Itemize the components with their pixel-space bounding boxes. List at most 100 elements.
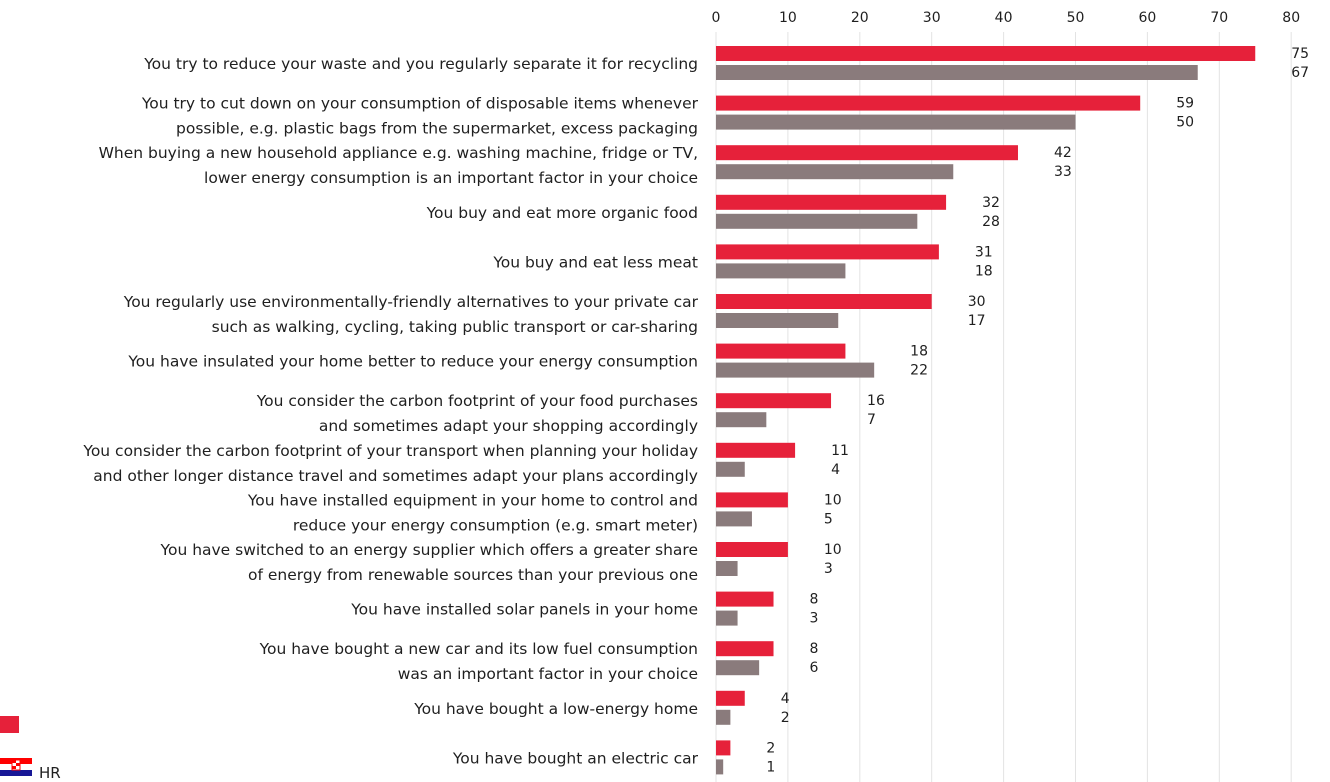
- bar-series-hr: [716, 461, 745, 477]
- x-tick-label: 50: [1067, 10, 1085, 26]
- value-label-series-1: 16: [867, 393, 885, 409]
- bar-series-1: [716, 343, 846, 359]
- value-label-series-1: 31: [975, 244, 993, 260]
- value-label-series-hr: 22: [910, 363, 928, 379]
- bar-series-1: [716, 95, 1141, 111]
- category-label: You have bought an electric car: [452, 749, 699, 767]
- bar-series-hr: [716, 709, 731, 725]
- value-label-series-hr: 5: [824, 511, 833, 527]
- bar-series-hr: [716, 313, 839, 328]
- value-label-series-1: 4: [781, 691, 790, 707]
- value-label-series-hr: 6: [810, 660, 819, 676]
- category-label: You try to reduce your waste and you reg…: [143, 55, 698, 73]
- value-label-series-1: 11: [831, 443, 849, 459]
- value-label-series-hr: 2: [781, 710, 790, 726]
- value-label-series-hr: 67: [1291, 65, 1309, 81]
- bar-series-hr: [716, 660, 760, 676]
- value-label-series-1: 30: [968, 294, 986, 310]
- category-label: When buying a new household appliance e.…: [99, 144, 698, 162]
- croatia-flag-icon: [0, 758, 32, 776]
- value-label-series-1: 2: [766, 740, 775, 756]
- value-label-series-1: 75: [1291, 46, 1309, 62]
- bar-series-1: [716, 492, 788, 508]
- bar-series-hr: [716, 511, 752, 527]
- value-label-series-hr: 3: [824, 561, 833, 577]
- category-labels: You try to reduce your waste and you reg…: [82, 55, 698, 767]
- value-label-series-1: 42: [1054, 145, 1072, 161]
- value-label-series-hr: 18: [975, 263, 993, 279]
- category-label: You have bought a new car and its low fu…: [259, 640, 698, 658]
- bars: [716, 46, 1256, 775]
- category-label: You try to cut down on your consumption …: [141, 95, 699, 113]
- category-label: reduce your energy consumption (e.g. sma…: [293, 516, 698, 534]
- category-label: was an important factor in your choice: [398, 665, 698, 683]
- value-label-series-1: 8: [810, 641, 819, 657]
- bar-series-1: [716, 690, 745, 706]
- x-tick-label: 10: [779, 10, 797, 26]
- bar-series-1: [716, 542, 788, 557]
- category-label: and sometimes adapt your shopping accord…: [319, 417, 698, 435]
- category-label: You regularly use environmentally-friend…: [123, 293, 699, 311]
- bar-series-hr: [716, 114, 1076, 130]
- bar-series-1: [716, 244, 939, 260]
- category-label: You consider the carbon footprint of you…: [256, 392, 698, 410]
- bar-series-1: [716, 641, 774, 657]
- legend-label-hr: HR: [39, 764, 61, 782]
- x-tick-label: 0: [712, 10, 721, 26]
- bar-series-hr: [716, 759, 724, 775]
- category-label: You have installed equipment in your hom…: [247, 491, 698, 509]
- category-label: You have installed solar panels in your …: [350, 601, 698, 619]
- x-tick-label: 20: [851, 10, 869, 26]
- x-tick-label: 80: [1282, 10, 1300, 26]
- x-tick-label: 40: [995, 10, 1013, 26]
- category-label: You have bought a low-energy home: [413, 700, 698, 718]
- bar-series-hr: [716, 263, 846, 279]
- value-label-series-hr: 4: [831, 462, 840, 478]
- bar-series-1: [716, 591, 774, 607]
- x-tick-label: 30: [923, 10, 941, 26]
- category-label: You buy and eat less meat: [492, 253, 698, 271]
- category-label: possible, e.g. plastic bags from the sup…: [176, 120, 698, 138]
- category-label: lower energy consumption is an important…: [204, 169, 698, 187]
- legend: HR: [0, 716, 61, 782]
- bar-series-1: [716, 145, 1018, 161]
- bar-series-hr: [716, 164, 954, 180]
- category-label: You buy and eat more organic food: [426, 204, 698, 222]
- value-label-series-1: 10: [824, 492, 842, 508]
- x-axis-ticks: 0 10 20 30 40 50 60 70 80: [712, 10, 1301, 26]
- value-label-series-hr: 28: [982, 214, 1000, 230]
- bar-series-1: [716, 194, 947, 210]
- bar-series-hr: [716, 362, 875, 378]
- value-label-series-hr: 33: [1054, 164, 1072, 180]
- value-label-series-1: 59: [1176, 96, 1194, 112]
- bar-series-hr: [716, 412, 767, 428]
- value-label-series-1: 10: [824, 542, 842, 558]
- bar-series-hr: [716, 561, 738, 576]
- bar-series-1: [716, 740, 731, 756]
- legend-swatch-series-1: [0, 716, 19, 733]
- bar-series-hr: [716, 65, 1198, 80]
- x-tick-label: 60: [1138, 10, 1156, 26]
- value-label-series-hr: 7: [867, 412, 876, 428]
- category-label: and other longer distance travel and som…: [93, 467, 698, 485]
- category-label: such as walking, cycling, taking public …: [212, 318, 698, 336]
- category-label: of energy from renewable sources than yo…: [248, 566, 698, 584]
- bar-series-1: [716, 442, 796, 458]
- value-label-series-hr: 3: [810, 611, 819, 627]
- value-label-series-1: 8: [810, 592, 819, 608]
- value-label-series-hr: 1: [766, 759, 775, 775]
- bar-series-1: [716, 393, 832, 409]
- value-label-series-hr: 17: [968, 313, 986, 329]
- bar-series-hr: [716, 213, 918, 229]
- category-label: You have insulated your home better to r…: [127, 353, 698, 371]
- bar-series-hr: [716, 610, 738, 626]
- value-label-series-hr: 50: [1176, 115, 1194, 131]
- category-label: You have switched to an energy supplier …: [160, 541, 698, 559]
- value-label-series-1: 18: [910, 344, 928, 360]
- x-tick-label: 70: [1210, 10, 1228, 26]
- value-label-series-1: 32: [982, 195, 1000, 211]
- category-label: You consider the carbon footprint of you…: [82, 442, 698, 460]
- value-labels: 7567595042333228311830171822167114105103…: [766, 46, 1309, 775]
- bar-series-1: [716, 294, 932, 309]
